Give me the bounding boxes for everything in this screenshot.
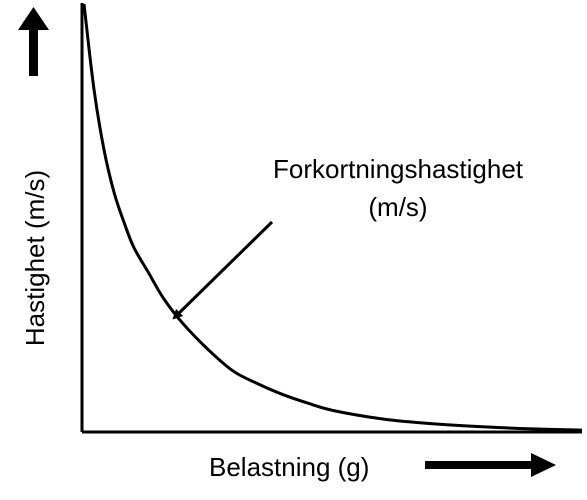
x-axis-label: Belastning (g) (209, 452, 369, 482)
annotation-text-line2: (m/s) (368, 192, 427, 222)
annotation-text-line1: Forkortningshastighet (273, 154, 524, 184)
y-axis-arrow-icon (18, 7, 49, 76)
series-line (82, 3, 583, 432)
annotation-arrow (172, 220, 274, 320)
y-axis-label: Hastighet (m/s) (20, 170, 50, 346)
x-axis-arrow-icon (425, 453, 556, 477)
